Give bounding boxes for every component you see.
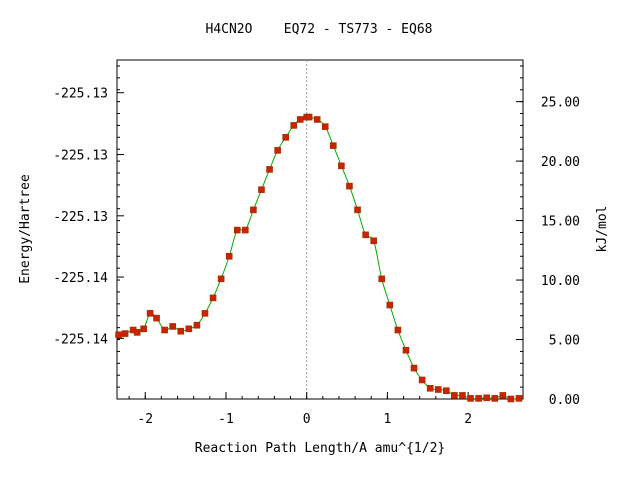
data-point xyxy=(209,294,217,302)
data-point xyxy=(217,275,225,283)
right-tick-label: 10.00 xyxy=(541,274,580,289)
data-point xyxy=(185,325,193,333)
data-point xyxy=(362,231,369,239)
left-tick-label: -225.13 xyxy=(53,210,108,225)
data-point xyxy=(378,275,386,283)
right-tick-label: 15.00 xyxy=(541,215,580,230)
energy-curve xyxy=(118,116,520,400)
data-point xyxy=(250,206,257,214)
data-point xyxy=(410,364,418,372)
data-point xyxy=(402,346,410,354)
data-point xyxy=(177,327,185,335)
data-point xyxy=(386,301,394,309)
data-point xyxy=(467,395,474,402)
x-tick-label: 1 xyxy=(383,412,391,427)
data-point xyxy=(313,116,321,123)
data-point xyxy=(290,122,298,129)
right-tick-label: 20.00 xyxy=(541,155,580,170)
data-point xyxy=(370,237,377,245)
y-axis-label-left: Energy/Hartree xyxy=(18,174,33,284)
right-tick-label: 25.00 xyxy=(541,96,580,111)
data-point xyxy=(146,310,154,317)
data-point xyxy=(153,314,160,322)
data-point xyxy=(483,394,490,402)
data-point xyxy=(394,326,402,334)
data-point xyxy=(305,113,313,121)
data-point xyxy=(507,395,515,403)
left-tick-label: -225.14 xyxy=(53,332,108,347)
x-tick-label: -1 xyxy=(218,412,234,427)
data-point xyxy=(296,116,304,123)
data-point xyxy=(266,166,273,173)
data-point xyxy=(459,392,466,399)
right-tick-label: 5.00 xyxy=(549,334,580,349)
data-point xyxy=(140,325,147,333)
data-point xyxy=(133,329,141,336)
data-point xyxy=(338,162,345,170)
left-tick-label: -225.14 xyxy=(53,271,108,286)
data-point xyxy=(443,387,450,394)
data-point xyxy=(258,186,265,193)
left-tick-label: -225.13 xyxy=(53,149,108,164)
data-point xyxy=(169,323,176,330)
right-axis: 0.00 5.00 10.00 15.00 20.00 25.00 xyxy=(516,96,580,408)
x-tick-label: 0 xyxy=(303,412,311,427)
chart-title: H4CN2O EQ72 - TS773 - EQ68 xyxy=(206,22,433,37)
data-point xyxy=(475,395,482,402)
x-axis-label: Reaction Path Length/A amu^{1/2} xyxy=(195,441,445,456)
x-tick-label: 2 xyxy=(464,412,472,427)
data-point xyxy=(426,384,434,392)
data-point xyxy=(115,331,122,339)
data-point xyxy=(354,206,361,214)
data-point xyxy=(161,326,168,334)
data-point xyxy=(515,395,523,402)
data-point xyxy=(491,395,499,402)
data-point xyxy=(233,226,241,234)
left-tick-label: -225.13 xyxy=(53,87,108,102)
left-axis: -225.14 -225.14 -225.13 -225.13 -225.13 xyxy=(53,87,124,347)
data-point xyxy=(282,134,289,141)
y-axis-label-right: kJ/mol xyxy=(595,206,610,253)
data-point xyxy=(434,386,442,393)
data-point xyxy=(193,321,201,329)
data-points xyxy=(115,113,523,403)
data-point xyxy=(346,182,353,190)
data-point xyxy=(330,142,337,149)
data-point xyxy=(121,330,129,337)
data-point xyxy=(225,252,233,260)
data-point xyxy=(201,310,209,317)
x-tick-label: -2 xyxy=(137,412,153,427)
data-point xyxy=(242,226,249,234)
data-point xyxy=(274,147,281,154)
right-tick-label: 0.00 xyxy=(549,393,580,408)
plot-frame xyxy=(116,59,524,400)
data-point xyxy=(499,392,507,399)
data-point xyxy=(451,392,458,399)
x-axis: -2 -1 0 1 2 xyxy=(137,392,472,427)
data-point xyxy=(321,123,329,130)
data-point xyxy=(418,376,426,384)
minor-ticks xyxy=(117,65,523,399)
